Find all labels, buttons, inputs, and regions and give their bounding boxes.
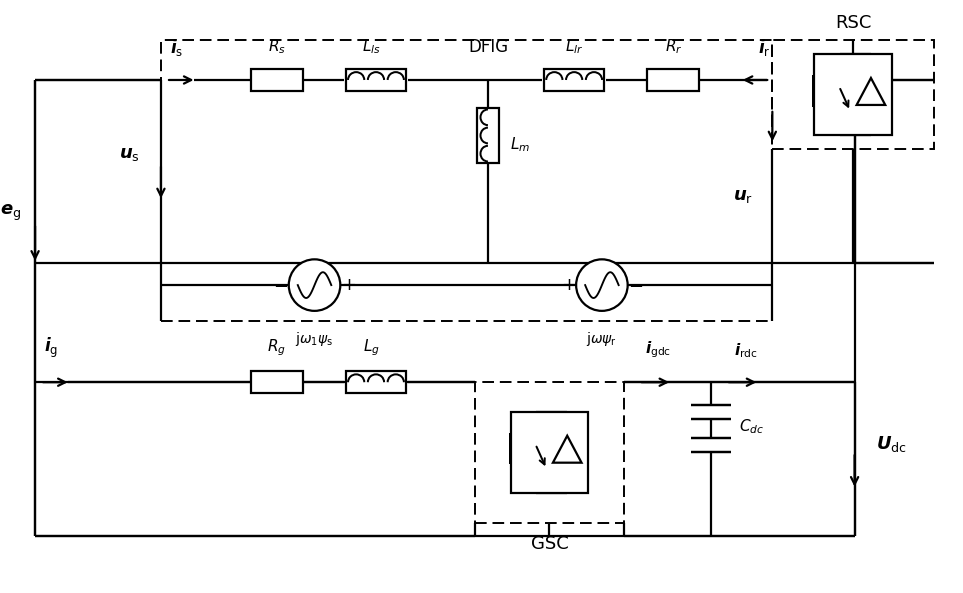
Text: RSC: RSC bbox=[835, 14, 872, 33]
Text: $R_{r}$: $R_{r}$ bbox=[665, 37, 683, 56]
Bar bbox=[251, 371, 302, 393]
Text: $\boldsymbol{i}_{\mathrm{gdc}}$: $\boldsymbol{i}_{\mathrm{gdc}}$ bbox=[645, 340, 671, 361]
Text: $\boldsymbol{u}_{\mathrm{r}}$: $\boldsymbol{u}_{\mathrm{r}}$ bbox=[733, 187, 753, 205]
Text: $\boldsymbol{u}_{\mathrm{s}}$: $\boldsymbol{u}_{\mathrm{s}}$ bbox=[118, 145, 140, 163]
Text: $-$: $-$ bbox=[273, 276, 288, 294]
Text: $\boldsymbol{U}_{\mathrm{dc}}$: $\boldsymbol{U}_{\mathrm{dc}}$ bbox=[876, 434, 907, 454]
Bar bbox=[647, 69, 699, 91]
Text: $\mathrm{j}\omega_{1}\psi_{\mathrm{s}}$: $\mathrm{j}\omega_{1}\psi_{\mathrm{s}}$ bbox=[296, 330, 333, 347]
Bar bbox=[347, 69, 405, 91]
Bar bbox=[251, 69, 302, 91]
Text: $L_{ls}$: $L_{ls}$ bbox=[362, 37, 380, 56]
Text: GSC: GSC bbox=[531, 535, 568, 553]
Bar bbox=[544, 69, 604, 91]
Bar bbox=[772, 40, 934, 149]
Text: $L_{m}$: $L_{m}$ bbox=[509, 135, 530, 154]
Text: $\boldsymbol{i}_{\mathrm{s}}$: $\boldsymbol{i}_{\mathrm{s}}$ bbox=[170, 37, 184, 58]
Text: $\boldsymbol{i}_{\mathrm{rdc}}$: $\boldsymbol{i}_{\mathrm{rdc}}$ bbox=[734, 342, 758, 361]
Bar bbox=[475, 382, 624, 523]
Text: $L_{lr}$: $L_{lr}$ bbox=[565, 37, 584, 56]
Circle shape bbox=[576, 259, 628, 311]
Text: $R_{g}$: $R_{g}$ bbox=[268, 338, 286, 358]
Text: $-$: $-$ bbox=[628, 276, 643, 294]
Bar bbox=[477, 108, 499, 162]
Text: $\mathrm{j}\omega\psi_{\mathrm{r}}$: $\mathrm{j}\omega\psi_{\mathrm{r}}$ bbox=[586, 330, 617, 347]
Bar bbox=[161, 40, 772, 321]
Text: $\boldsymbol{i}_{\mathrm{g}}$: $\boldsymbol{i}_{\mathrm{g}}$ bbox=[44, 336, 58, 361]
Bar bbox=[347, 371, 405, 393]
Text: $+$: $+$ bbox=[341, 276, 355, 294]
Text: $L_{g}$: $L_{g}$ bbox=[363, 338, 379, 358]
Circle shape bbox=[289, 259, 340, 311]
Bar bbox=[815, 54, 892, 135]
Text: $+$: $+$ bbox=[560, 276, 576, 294]
Text: DFIG: DFIG bbox=[468, 38, 508, 56]
Text: $C_{dc}$: $C_{dc}$ bbox=[739, 417, 764, 436]
Bar bbox=[510, 412, 588, 493]
Text: $\boldsymbol{i}_{\mathrm{r}}$: $\boldsymbol{i}_{\mathrm{r}}$ bbox=[758, 37, 770, 58]
Text: $R_{s}$: $R_{s}$ bbox=[268, 37, 286, 56]
Text: $\boldsymbol{e}_{\mathrm{g}}$: $\boldsymbol{e}_{\mathrm{g}}$ bbox=[0, 203, 21, 224]
